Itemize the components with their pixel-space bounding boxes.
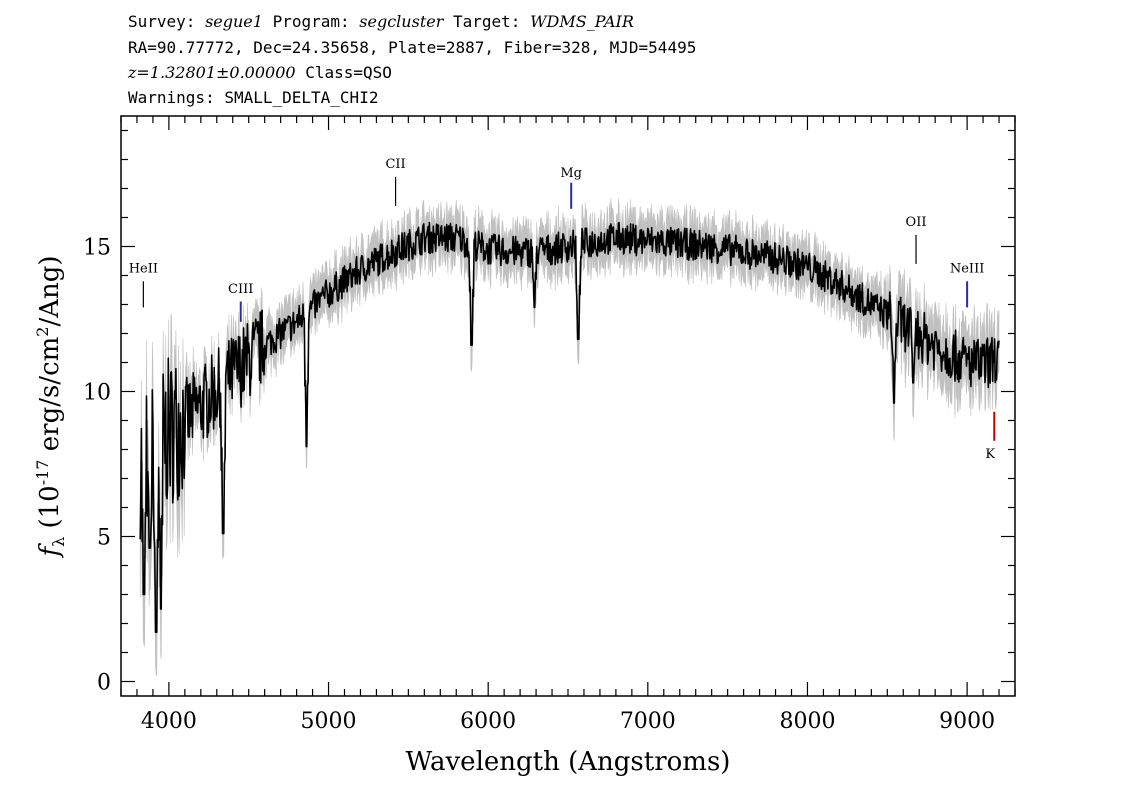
y-axis-exponent: -17 [33, 460, 52, 486]
emission-line-label: HeII [129, 262, 158, 277]
axis-ticks: 4000 5000 6000 7000 8000 9000 0 5 10 15 [83, 116, 1016, 734]
error-band [139, 198, 1000, 676]
x-tick-label: 6000 [460, 709, 516, 734]
y-axis-subscript: λ [49, 537, 68, 547]
plot-frame [120, 115, 1016, 697]
emission-line-label: OII [906, 215, 927, 230]
survey-value: segue1 [205, 12, 263, 31]
spectral-line-markers: HeII CIII CII Mg OII NeIII K [129, 157, 996, 462]
x-tick-label: 7000 [620, 709, 676, 734]
emission-line-label: CII [385, 157, 405, 172]
y-axis-title: fλ (10-17 erg/s/cm2/Ang) [33, 255, 68, 558]
y-axis-exponent-2: 2 [33, 327, 52, 337]
y-tick-label: 15 [83, 236, 111, 261]
x-tick-label: 8000 [779, 709, 835, 734]
redshift-value: z=1.32801±0.00000 [128, 63, 296, 82]
x-tick-label: 9000 [939, 709, 995, 734]
x-axis-title: Wavelength (Angstroms) [406, 747, 731, 777]
header-line-4: Warnings: SMALL_DELTA_CHI2 [128, 88, 379, 107]
header-line-2: RA=90.77772, Dec=24.35658, Plate=2887, F… [128, 38, 697, 57]
y-tick-label: 0 [97, 671, 111, 696]
target-value: WDMS_PAIR [530, 12, 634, 31]
flux-line [139, 221, 1000, 633]
program-value: segcluster [359, 12, 444, 31]
y-axis-mid: erg/s/cm [35, 337, 65, 460]
header-line-3: z=1.32801±0.00000 Class=QSO [128, 63, 392, 83]
header-line-1: Survey: segue1 Program: segcluster Targe… [128, 12, 634, 31]
y-axis-suffix: /Ang) [35, 255, 65, 326]
x-tick-label: 5000 [301, 709, 357, 734]
emission-line-label: CIII [228, 282, 253, 297]
y-axis-prefix: (10 [35, 485, 65, 528]
emission-line-label: Mg [560, 166, 582, 181]
absorption-line-label: K [985, 447, 995, 462]
emission-line-label: NeIII [950, 262, 984, 277]
x-tick-label: 4000 [141, 709, 197, 734]
y-tick-label: 10 [83, 381, 111, 406]
class-value: Class=QSO [305, 63, 392, 82]
y-tick-label: 5 [97, 526, 111, 551]
flux-series [139, 221, 1000, 633]
error-band-area [139, 198, 1000, 676]
